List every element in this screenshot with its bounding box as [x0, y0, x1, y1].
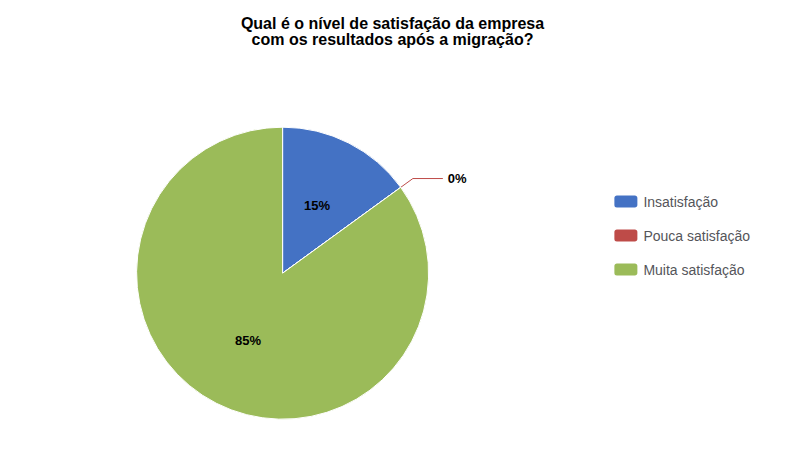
svg-text:Pouca satisfação: Pouca satisfação [643, 228, 750, 244]
svg-text:0%: 0% [448, 171, 467, 186]
svg-text:com os resultados após a migra: com os resultados após a migração? [252, 31, 534, 48]
svg-text:Muita satisfação: Muita satisfação [643, 262, 744, 278]
svg-text:85%: 85% [235, 333, 261, 348]
svg-text:15%: 15% [304, 198, 330, 213]
svg-text:Qual é o nível de satisfação d: Qual é o nível de satisfação da empresa [241, 15, 544, 32]
svg-text:Insatisfação: Insatisfação [643, 194, 718, 210]
